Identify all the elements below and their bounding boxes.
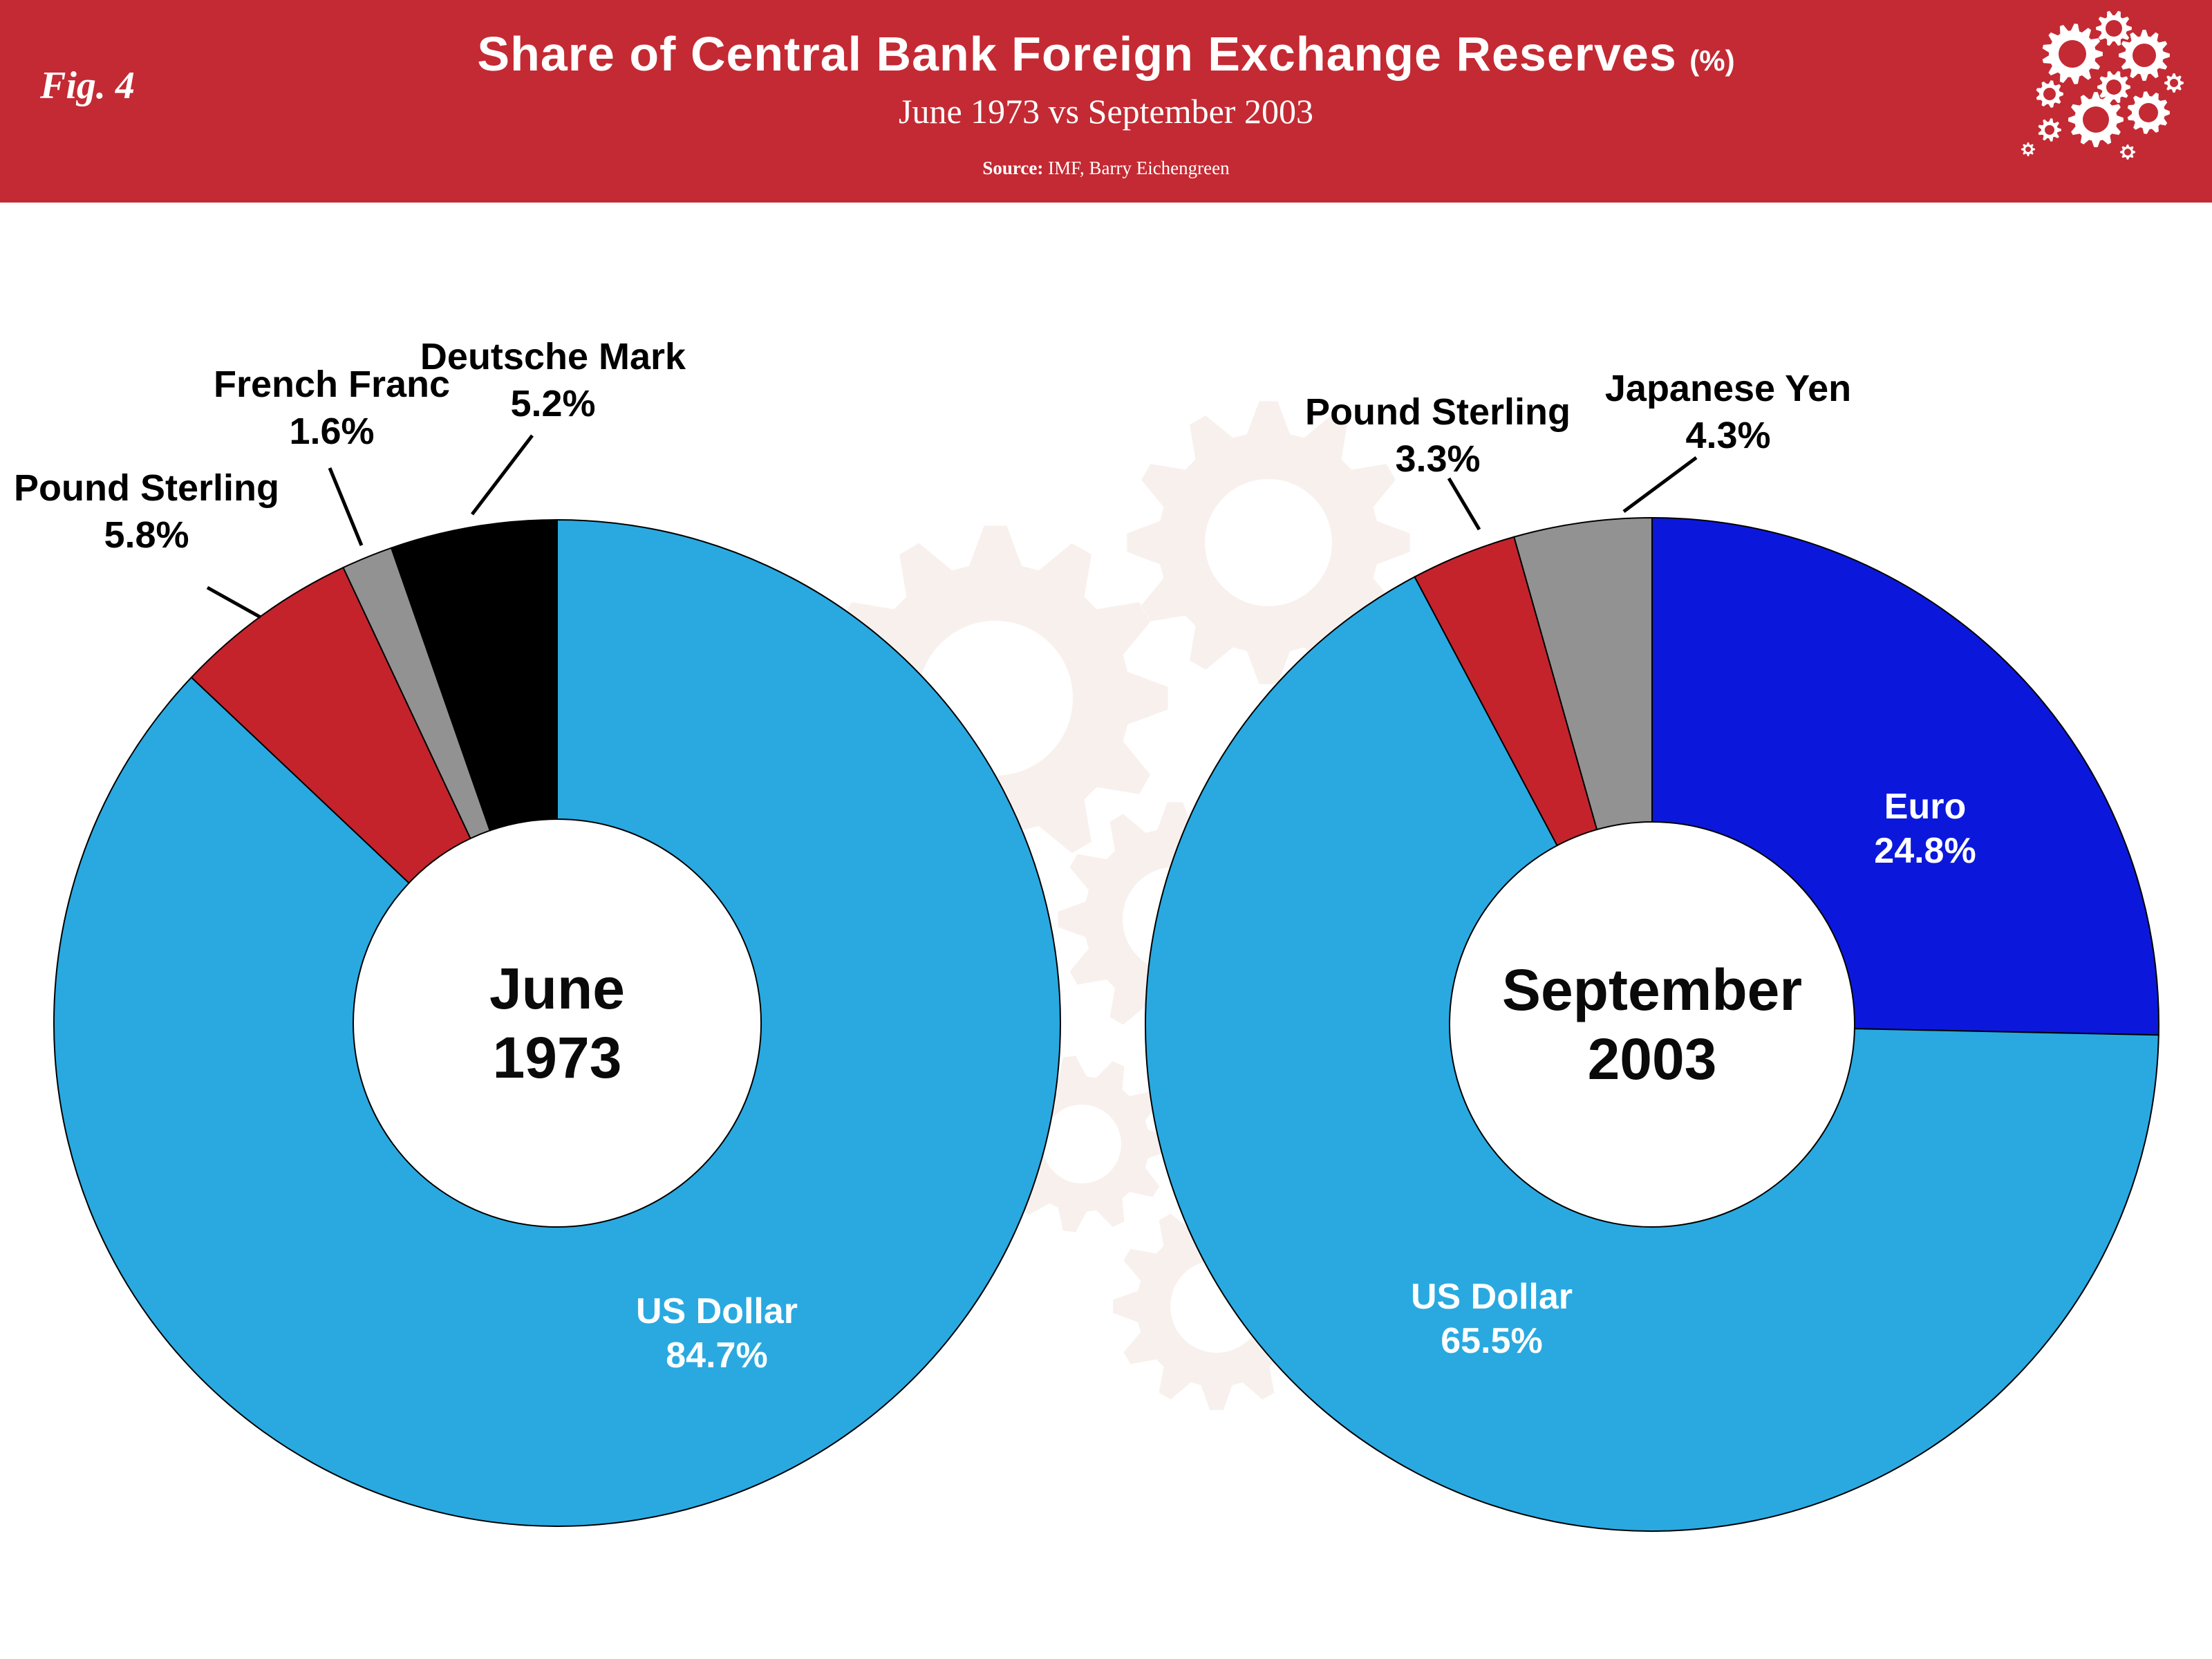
- gear-icon: [2119, 30, 2170, 81]
- header-band: Fig. 4 Share of Central Bank Foreign Exc…: [0, 0, 2212, 203]
- pie-slice-us-dollar-1973: [53, 518, 1061, 1527]
- leader-line-pound-sterling-2003: [1447, 477, 1481, 531]
- gear-watermark-icon: [1127, 401, 1410, 684]
- leader-line-deutsche-mark-1973: [471, 434, 534, 516]
- source-text: IMF, Barry Eichengreen: [1043, 158, 1230, 178]
- pie-slice-japanese-yen-2003: [1513, 516, 1653, 831]
- source-prefix: Source:: [982, 158, 1044, 178]
- gear-icon: [2038, 118, 2061, 142]
- pie-slice-pound-sterling-1973: [190, 566, 471, 884]
- page-title-row: Share of Central Bank Foreign Exchange R…: [0, 26, 2212, 82]
- page-subtitle: June 1973 vs September 2003: [899, 92, 1313, 131]
- gear-icon: [2097, 71, 2130, 104]
- pie-slice-deutsche-mark-1973: [390, 518, 558, 832]
- label-japanese-yen: Japanese Yen 4.3%: [1604, 368, 1852, 456]
- leader-line-japanese-yen-2003: [1622, 456, 1698, 514]
- label-deutsche-mark: Deutsche Mark 5.2%: [420, 336, 686, 424]
- gear-icon: [2068, 92, 2124, 147]
- label-us-dollar-2003: US Dollar 65.5%: [1410, 1277, 1573, 1361]
- gear-icon: [2164, 73, 2184, 93]
- gear-icon: [2096, 10, 2132, 46]
- center-label-september-2003: September 2003: [1501, 957, 1803, 1091]
- gear-icon: [2036, 80, 2063, 108]
- page-title: Share of Central Bank Foreign Exchange R…: [477, 27, 1677, 81]
- gear-icon: [2120, 144, 2135, 160]
- pie-slice-us-dollar-2003: [1145, 576, 2159, 1532]
- gear-icon: [2042, 24, 2103, 84]
- gears-logo-icon: [2021, 10, 2184, 160]
- leader-line-pound-sterling-1973: [206, 585, 262, 619]
- label-pound-sterling-2003: Pound Sterling 3.3%: [1305, 391, 1571, 480]
- center-label-june-1973: June 1973: [489, 956, 626, 1090]
- label-euro: Euro 24.8%: [1874, 787, 1976, 871]
- label-us-dollar-1973: US Dollar 84.7%: [635, 1291, 798, 1376]
- gear-icon: [2021, 142, 2035, 156]
- label-french-franc: French Franc 1.6%: [213, 364, 451, 452]
- gear-icon: [2127, 91, 2170, 134]
- pie-slice-euro-2003: [1651, 516, 2159, 1036]
- page-title-unit: (%): [1689, 44, 1735, 77]
- label-pound-sterling-1973: Pound Sterling 5.8%: [14, 467, 279, 556]
- figure-number: Fig. 4: [40, 64, 135, 107]
- leader-line-french-franc-1973: [328, 467, 364, 546]
- source-line: Source: IMF, Barry Eichengreen: [0, 158, 2212, 179]
